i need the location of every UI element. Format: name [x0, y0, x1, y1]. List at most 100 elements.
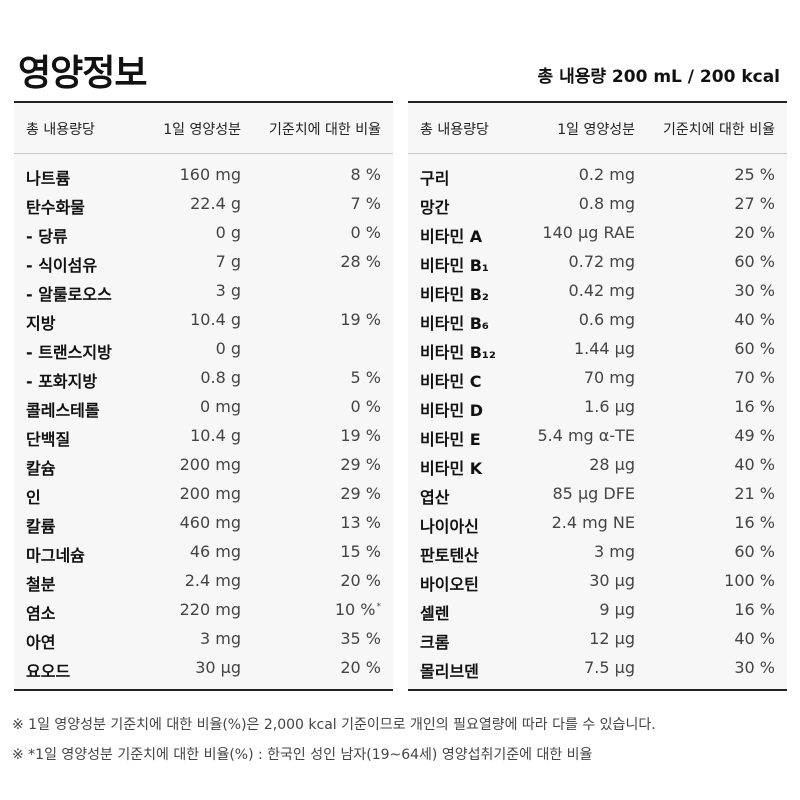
table-row: 아연 3 mg 35 %: [14, 625, 393, 654]
table-row: 비타민 B₂ 0.42 mg 30 %: [408, 277, 787, 306]
nutrient-percent: 16 %: [734, 513, 775, 532]
nutrient-name: 비타민 D: [420, 401, 484, 420]
nutrient-amount: 46 mg: [189, 542, 241, 561]
header-daily-value: 1일 영양성분: [557, 122, 635, 138]
table-row: 칼슘 200 mg 29 %: [14, 451, 393, 480]
nutrient-percent: 30 %: [734, 281, 775, 300]
nutrient-percent: 8 %: [351, 165, 381, 184]
nutrient-percent: 27 %: [734, 194, 775, 213]
percent-value: 19 %: [340, 310, 381, 329]
nutrient-name: 크롬: [420, 633, 450, 652]
nutrient-name: 비타민 B₆: [420, 314, 489, 333]
nutrient-name: 셀렌: [420, 604, 450, 623]
table-row: 인 200 mg 29 %: [14, 480, 393, 509]
nutrient-percent: 16 %: [734, 397, 775, 416]
nutrient-name: - 알룰로오스: [26, 285, 112, 304]
nutrient-percent: 60 %: [734, 252, 775, 271]
table-row: 엽산 85 μg DFE 21 %: [408, 480, 787, 509]
percent-value: 40 %: [734, 455, 775, 474]
nutrient-name: 마그네슘: [26, 546, 85, 565]
nutrient-name: 비타민 B₁₂: [420, 343, 496, 362]
percent-value: 16 %: [734, 513, 775, 532]
nutrient-percent: 100 %: [724, 571, 775, 590]
nutrient-percent: 40 %: [734, 629, 775, 648]
nutrient-amount: 1.6 μg: [584, 397, 635, 416]
table-row: - 포화지방 0.8 g 5 %: [14, 364, 393, 393]
nutrient-amount: 10.4 g: [190, 310, 241, 329]
nutrient-percent: 0 %: [351, 223, 381, 242]
table-row: 판토텐산 3 mg 60 %: [408, 538, 787, 567]
nutrient-amount: 3 mg: [593, 542, 635, 561]
percent-value: 40 %: [734, 629, 775, 648]
percent-value: 19 %: [340, 426, 381, 445]
nutrient-amount: 12 μg: [589, 629, 635, 648]
nutrient-name: 칼슘: [26, 459, 56, 478]
nutrient-amount: 220 mg: [179, 600, 241, 619]
percent-value: 10 %: [334, 600, 376, 619]
nutrient-amount: 30 μg: [589, 571, 635, 590]
nutrient-name: - 포화지방: [26, 372, 98, 391]
nutrient-name: 염소: [26, 604, 56, 623]
nutrient-name: 인: [26, 488, 41, 507]
nutrient-percent: 49 %: [734, 426, 775, 445]
nutrient-amount: 0.8 mg: [578, 194, 635, 213]
footnote-mark: *: [376, 601, 382, 612]
percent-value: 20 %: [734, 223, 775, 242]
percent-value: 28 %: [340, 252, 381, 271]
nutrient-name: 엽산: [420, 488, 450, 507]
nutrient-name: 구리: [420, 169, 450, 188]
percent-value: 60 %: [734, 252, 775, 271]
nutrition-table-left: 총 내용량당 1일 영양성분 기준치에 대한 비율 나트륨 160 mg 8 % 탄수…: [14, 101, 393, 691]
nutrient-percent: 5 %: [351, 368, 381, 387]
percent-value: 21 %: [734, 484, 775, 503]
nutrient-name: 칼륨: [26, 517, 56, 536]
footnote: ※ *1일 영양성분 기준치에 대한 비율(%) : 한국인 성인 남자(19~…: [12, 747, 593, 763]
table-header: 총 내용량당 1일 영양성분 기준치에 대한 비율: [14, 103, 393, 154]
percent-value: 40 %: [734, 310, 775, 329]
nutrient-amount: 160 mg: [179, 165, 241, 184]
nutrient-name: 비타민 E: [420, 430, 481, 449]
page-title: 영양정보: [18, 53, 147, 94]
nutrient-amount: 10.4 g: [190, 426, 241, 445]
nutrient-name: 탄수화물: [26, 198, 85, 217]
nutrient-amount: 140 μg RAE: [542, 223, 635, 242]
nutrient-name: - 트랜스지방: [26, 343, 112, 362]
nutrient-amount: 85 μg DFE: [552, 484, 636, 503]
nutrient-amount: 28 μg: [589, 455, 635, 474]
nutrient-amount: 460 mg: [179, 513, 241, 532]
nutrient-amount: 3 g: [215, 281, 241, 300]
nutrient-percent: 29 %: [340, 484, 381, 503]
nutrient-amount: 0.72 mg: [568, 252, 635, 271]
nutrient-name: 나이아신: [420, 517, 479, 536]
table-row: 셀렌 9 μg 16 %: [408, 596, 787, 625]
nutrient-percent: 0 %: [351, 397, 381, 416]
nutrient-name: 비타민 A: [420, 227, 483, 246]
nutrient-name: 철분: [26, 575, 56, 594]
percent-value: 49 %: [734, 426, 775, 445]
nutrient-percent: 28 %: [340, 252, 381, 271]
table-row: 비타민 D 1.6 μg 16 %: [408, 393, 787, 422]
nutrient-name: 비타민 B₁: [420, 256, 489, 275]
nutrient-amount: 2.4 mg: [184, 571, 241, 590]
percent-value: 0 %: [350, 223, 381, 242]
nutrient-amount: 0.42 mg: [568, 281, 635, 300]
nutrient-name: 지방: [26, 314, 56, 333]
nutrient-amount: 5.4 mg α-TE: [537, 426, 635, 445]
table-row: 비타민 A 140 μg RAE 20 %: [408, 219, 787, 248]
percent-value: 20 %: [340, 658, 381, 677]
nutrient-amount: 0.6 mg: [578, 310, 635, 329]
nutrient-amount: 70 mg: [583, 368, 635, 387]
nutrient-name: 판토텐산: [420, 546, 479, 565]
nutrient-percent: 40 %: [734, 455, 775, 474]
table-row: 나트륨 160 mg 8 %: [14, 161, 393, 190]
nutrient-amount: 0.8 g: [200, 368, 241, 387]
table-row: 비타민 B₆ 0.6 mg 40 %: [408, 306, 787, 335]
nutrient-name: 요오드: [26, 662, 71, 681]
nutrient-amount: 0 mg: [199, 397, 241, 416]
nutrient-percent: 20 %: [340, 571, 381, 590]
table-row: - 식이섬유 7 g 28 %: [14, 248, 393, 277]
table-row: 단백질 10.4 g 19 %: [14, 422, 393, 451]
total-content: 총 내용량 200 mL / 200 kcal: [537, 67, 780, 87]
table-row: 철분 2.4 mg 20 %: [14, 567, 393, 596]
nutrient-name: 망간: [420, 198, 450, 217]
